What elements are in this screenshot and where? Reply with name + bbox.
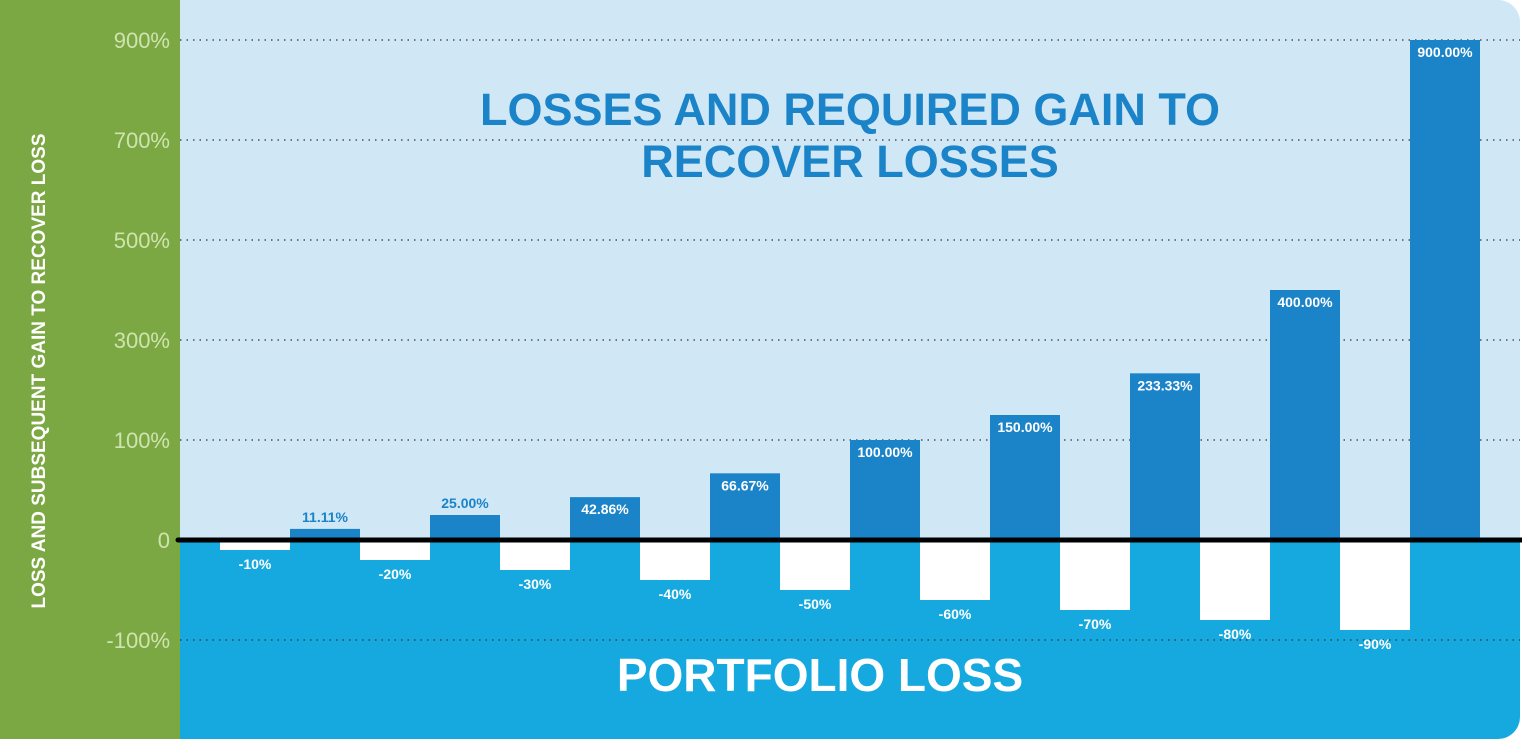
loss-data-label: -40%	[659, 586, 692, 602]
gain-bar	[850, 440, 920, 540]
loss-data-label: -80%	[1219, 626, 1252, 642]
loss-data-label: -20%	[379, 566, 412, 582]
loss-data-label: -90%	[1359, 636, 1392, 652]
gain-data-label: 900.00%	[1417, 44, 1473, 60]
y-axis-label: LOSS AND SUBSEQUENT GAIN TO RECOVER LOSS	[29, 133, 50, 609]
y-tick-label: 100%	[114, 428, 170, 453]
loss-bar	[640, 540, 710, 580]
gain-data-label: 25.00%	[441, 495, 489, 511]
loss-data-label: -30%	[519, 576, 552, 592]
gain-bar	[290, 528, 360, 540]
loss-bar	[360, 540, 430, 560]
loss-bar	[920, 540, 990, 600]
y-axis-panel	[0, 0, 180, 739]
gain-bar	[1410, 40, 1480, 540]
gain-bar	[1270, 290, 1340, 540]
y-tick-label: -100%	[106, 628, 170, 653]
loss-bar	[1340, 540, 1410, 630]
y-tick-label: 700%	[114, 128, 170, 153]
gain-bar	[570, 497, 640, 540]
gain-bar	[430, 515, 500, 540]
chart-title: LOSSES AND REQUIRED GAIN TO RECOVER LOSS…	[479, 84, 1221, 187]
y-tick-label: 300%	[114, 328, 170, 353]
y-tick-label: 0	[158, 528, 170, 553]
loss-data-label: -70%	[1079, 616, 1112, 632]
loss-data-label: -50%	[799, 596, 832, 612]
gain-data-label: 100.00%	[857, 444, 913, 460]
gain-bar	[990, 415, 1060, 540]
y-tick-label: 900%	[114, 28, 170, 53]
gain-bar	[1130, 373, 1200, 540]
y-tick-label: 500%	[114, 228, 170, 253]
loss-bar	[1200, 540, 1270, 620]
gain-data-label: 11.11%	[302, 509, 348, 525]
gain-data-label: 150.00%	[997, 419, 1053, 435]
loss-data-label: -10%	[239, 556, 272, 572]
x-axis-label: PORTFOLIO LOSS	[616, 649, 1024, 701]
loss-bar	[500, 540, 570, 570]
gain-data-label: 66.67%	[721, 477, 769, 493]
loss-bar	[780, 540, 850, 590]
loss-data-label: -60%	[939, 606, 972, 622]
loss-bar	[1060, 540, 1130, 610]
gain-data-label: 400.00%	[1277, 294, 1333, 310]
gain-bar	[710, 473, 780, 540]
gain-data-label: 233.33%	[1137, 377, 1193, 393]
loss-bar	[220, 540, 290, 550]
gain-data-label: 42.86%	[581, 501, 629, 517]
